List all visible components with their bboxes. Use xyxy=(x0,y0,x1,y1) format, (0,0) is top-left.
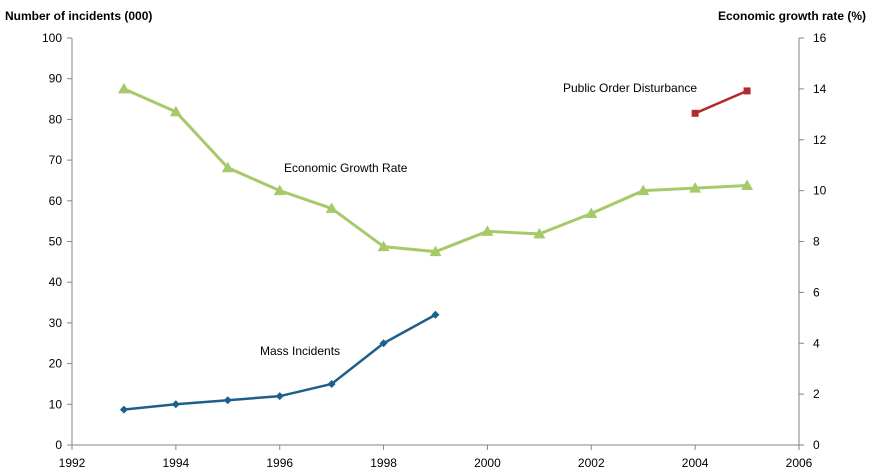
series-public-order-disturbance xyxy=(691,87,751,117)
data-point-triangle xyxy=(429,245,442,257)
data-point-triangle xyxy=(689,182,702,193)
data-point-triangle xyxy=(533,227,546,239)
data-point-diamond xyxy=(275,392,284,401)
axes: 1992 1994 1996 1998 2000 2002 2004 200601020304… xyxy=(42,31,827,470)
y-right-tick-label: 14 xyxy=(813,82,827,96)
x-tick-label: 1996 xyxy=(266,456,293,470)
y-left-tick-label: 90 xyxy=(49,72,63,86)
y-right-tick-label: 0 xyxy=(813,438,820,452)
data-point-triangle xyxy=(377,240,390,252)
data-point-diamond xyxy=(223,396,232,405)
data-point-triangle xyxy=(273,184,286,196)
y-left-tick-label: 30 xyxy=(49,316,63,330)
data-point-triangle xyxy=(741,179,754,191)
series-mass-incidents xyxy=(119,310,440,414)
data-point-diamond xyxy=(431,310,440,319)
data-point-diamond xyxy=(327,379,336,388)
y-right-tick-label: 12 xyxy=(813,133,827,147)
data-point-diamond xyxy=(379,339,388,348)
series-label: Public Order Disturbance xyxy=(563,81,697,95)
y-left-axis-title: Number of incidents (000) xyxy=(5,9,152,23)
x-tick-label: 2000 xyxy=(474,456,501,470)
y-right-axis-title: Economic growth rate (%) xyxy=(718,9,866,23)
series-line xyxy=(694,89,748,115)
x-tick-label: 1998 xyxy=(370,456,397,470)
series-line xyxy=(123,87,748,254)
y-left-tick-label: 20 xyxy=(49,357,63,371)
x-tick-label: 2002 xyxy=(578,456,605,470)
y-left-tick-label: 10 xyxy=(49,397,63,411)
y-left-tick-label: 40 xyxy=(49,275,63,289)
y-left-tick-label: 0 xyxy=(55,438,62,452)
y-right-tick-label: 16 xyxy=(813,31,827,45)
data-point-square xyxy=(691,109,699,117)
data-point-triangle xyxy=(325,202,338,213)
x-tick-label: 2004 xyxy=(682,456,709,470)
y-left-tick-label: 50 xyxy=(49,235,63,249)
x-tick-label: 2006 xyxy=(786,456,813,470)
y-right-tick-label: 6 xyxy=(813,285,820,299)
x-tick-label: 1992 xyxy=(59,456,86,470)
y-left-tick-label: 60 xyxy=(49,194,63,208)
data-point-triangle xyxy=(637,184,650,196)
data-point-diamond xyxy=(119,405,128,414)
y-right-tick-label: 10 xyxy=(813,184,827,198)
x-tick-label: 1994 xyxy=(163,456,190,470)
y-left-tick-label: 80 xyxy=(49,112,63,126)
data-point-triangle xyxy=(221,161,234,173)
data-point-diamond xyxy=(171,400,180,409)
data-point-triangle xyxy=(169,105,182,117)
series-label: Economic Growth Rate xyxy=(284,161,408,175)
y-right-tick-label: 2 xyxy=(813,387,820,401)
data-point-triangle xyxy=(117,82,130,94)
series-layer xyxy=(117,82,754,414)
y-right-tick-label: 8 xyxy=(813,235,820,249)
series-labels: Economic Growth Rate Mass Incidents Public… xyxy=(260,81,697,358)
data-point-square xyxy=(743,87,751,95)
series-label: Mass Incidents xyxy=(260,344,340,358)
series-economic-growth-rate xyxy=(117,82,754,257)
y-left-tick-label: 70 xyxy=(49,153,63,167)
data-point-triangle xyxy=(585,207,598,219)
data-point-triangle xyxy=(481,225,494,236)
y-left-tick-label: 100 xyxy=(42,31,62,45)
y-right-tick-label: 4 xyxy=(813,336,820,350)
